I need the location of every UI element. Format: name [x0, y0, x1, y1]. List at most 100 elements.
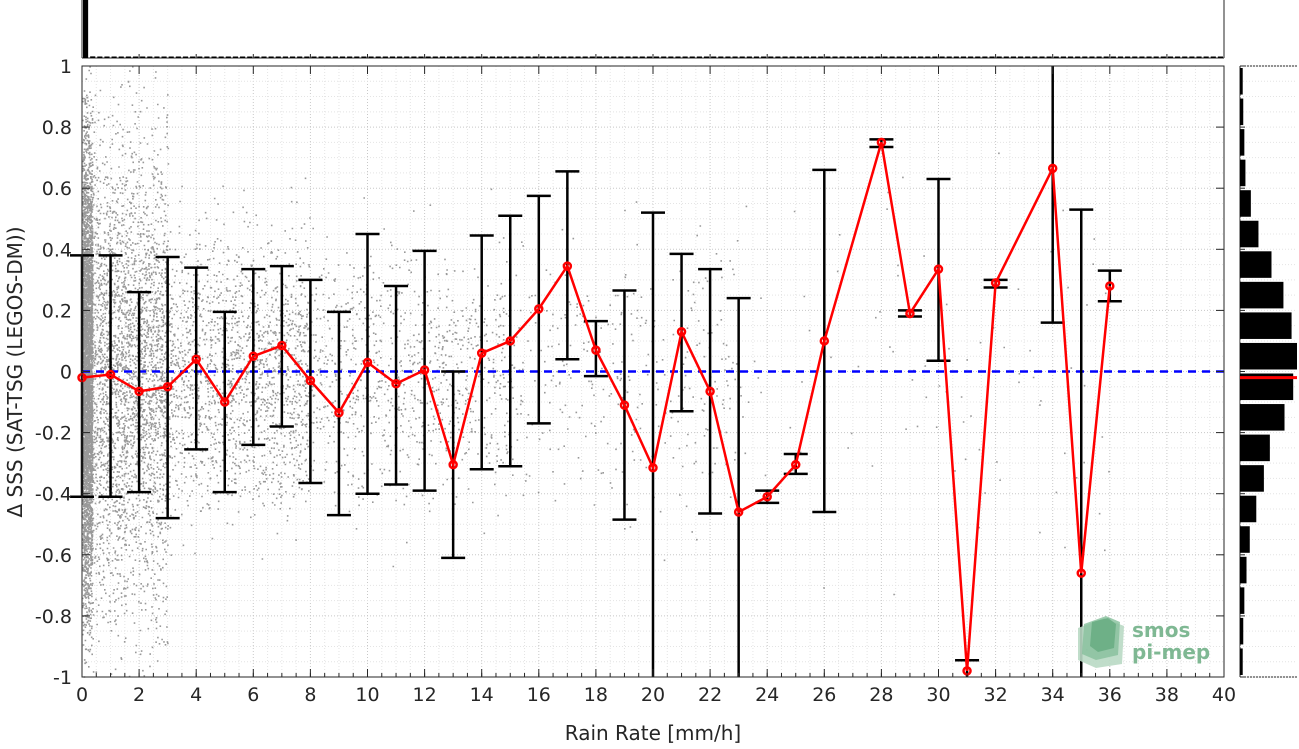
top-hist-bar: [839, 56, 845, 58]
top-hist-bar: [1117, 56, 1124, 58]
top-hist-bar: [739, 56, 745, 58]
x-tick-label: 18: [584, 684, 608, 706]
top-hist-bar: [1075, 56, 1081, 58]
top-hist-bar: [718, 56, 724, 58]
x-tick-label: 40: [1212, 684, 1236, 706]
top-hist-bar: [111, 56, 117, 58]
top-hist-bar: [1196, 56, 1202, 58]
top-hist-bar: [168, 56, 174, 58]
top-hist-bar: [1060, 56, 1066, 58]
top-hist-bar: [946, 56, 952, 58]
top-hist-bar: [782, 56, 788, 58]
right-hist-bar: [1240, 312, 1292, 339]
top-hist-bar: [375, 56, 381, 58]
x-tick-label: 8: [304, 684, 316, 706]
top-hist-bar: [482, 56, 488, 58]
right-hist-bar: [1240, 190, 1251, 217]
top-hist-bar: [525, 56, 531, 58]
top-hist-bar: [818, 56, 824, 58]
top-hist-bar: [140, 56, 146, 58]
top-hist-bar: [211, 56, 217, 58]
top-hist-bar: [889, 56, 895, 58]
right-histogram: [1239, 65, 1297, 678]
right-hist-bar: [1240, 281, 1284, 309]
top-hist-bar: [611, 56, 617, 58]
top-hist-bar: [1110, 56, 1116, 58]
top-hist-bar: [1125, 56, 1131, 58]
mean-point: [562, 261, 573, 271]
top-hist-bar: [568, 56, 574, 58]
top-hist-bar: [753, 56, 760, 58]
top-hist-bar: [689, 56, 695, 58]
top-hist-bar: [1153, 56, 1159, 58]
top-hist-bar: [554, 56, 560, 58]
mean-point: [362, 357, 373, 368]
top-hist-bar: [668, 56, 674, 58]
y-tick-label: 0.2: [42, 300, 72, 322]
top-hist-bar: [1103, 56, 1109, 58]
mean-point: [990, 278, 1001, 288]
top-hist-bar: [582, 56, 588, 58]
top-hist-bar: [746, 56, 752, 58]
x-tick-label: 20: [641, 684, 665, 706]
top-hist-bar: [447, 56, 453, 58]
top-hist-bar: [896, 56, 902, 58]
mean-point: [162, 382, 173, 392]
top-hist-bar: [1032, 56, 1038, 58]
right-hist-bar: [1240, 220, 1259, 248]
top-hist-bar: [261, 56, 267, 58]
top-hist-bar: [197, 56, 203, 58]
mean-point: [591, 345, 601, 355]
top-hist-bar: [275, 56, 281, 58]
top-hist-bar: [132, 56, 139, 58]
mean-point: [648, 462, 658, 473]
top-hist-bar: [282, 56, 288, 58]
top-hist-bar: [1189, 56, 1195, 58]
mean-point: [762, 492, 772, 502]
y-tick-label: -0.2: [35, 423, 72, 445]
top-hist-bar: [97, 56, 103, 58]
right-hist-bar: [1240, 404, 1285, 431]
top-hist-bar: [225, 56, 231, 58]
top-hist-bar: [1067, 56, 1074, 58]
x-tick-label: 10: [355, 684, 379, 706]
top-hist-bar: [496, 56, 503, 58]
top-hist-bar: [596, 56, 603, 58]
mean-point: [1047, 163, 1058, 174]
top-hist-bar: [875, 56, 881, 58]
top-hist-bar: [796, 56, 802, 58]
right-hist-bar: [1240, 495, 1257, 523]
top-hist-bar: [232, 56, 239, 58]
top-hist-bar: [361, 56, 367, 58]
top-hist-bar: [411, 56, 417, 58]
top-hist-bar: [996, 56, 1002, 58]
x-tick-label: 6: [247, 684, 259, 706]
mean-point: [134, 386, 144, 397]
top-hist-bar: [725, 56, 731, 58]
top-hist-bar: [147, 56, 153, 58]
top-hist-bar: [953, 56, 959, 58]
top-hist-bar: [125, 56, 131, 58]
mean-point: [191, 354, 201, 365]
mean-point: [534, 304, 544, 314]
top-hist-bar: [1210, 56, 1216, 58]
right-hist-bar: [1240, 68, 1243, 95]
top-hist-bar: [853, 56, 859, 58]
top-hist-bar: [161, 56, 167, 58]
top-hist-bar: [803, 56, 810, 58]
top-hist-bar: [639, 56, 645, 58]
x-tick-label: 36: [1098, 684, 1122, 706]
mean-point: [391, 378, 401, 389]
top-hist-bar: [682, 56, 688, 58]
top-hist-bar: [325, 56, 331, 58]
mean-point: [676, 327, 687, 337]
y-tick-label: -0.6: [35, 545, 72, 567]
top-hist-bar: [182, 56, 189, 58]
top-hist-bar: [1039, 56, 1045, 58]
top-hist-bar: [1167, 56, 1174, 58]
top-hist-bar: [118, 56, 124, 58]
top-hist-bar: [1146, 56, 1152, 58]
y-tick-label: 0.8: [42, 117, 72, 139]
top-hist-bar: [910, 56, 917, 58]
mean-line-segment: [81, 142, 1112, 671]
